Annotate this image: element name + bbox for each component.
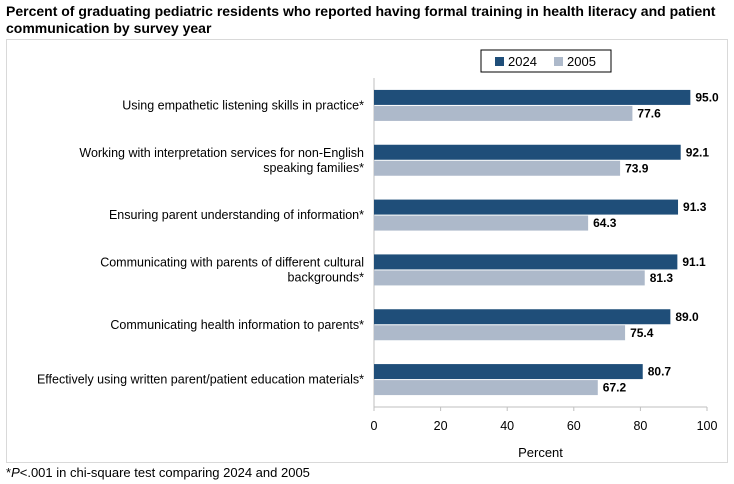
value-label-2024: 91.1 <box>682 255 706 269</box>
footnote-star: * <box>6 465 12 480</box>
category-label: Effectively using written parent/patient… <box>37 373 364 387</box>
bar-2024 <box>374 144 681 160</box>
bar-2005 <box>374 215 589 231</box>
category-label: Ensuring parent understanding of informa… <box>109 208 364 222</box>
value-label-2024: 92.1 <box>686 145 710 159</box>
x-tick-label: 40 <box>500 419 514 433</box>
x-tick-label: 100 <box>697 419 718 433</box>
footnote-text: <.001 in chi-square test comparing 2024 … <box>19 465 310 480</box>
value-label-2024: 80.7 <box>648 365 672 379</box>
value-label-2024: 95.0 <box>695 90 719 104</box>
bar-2024 <box>374 309 671 325</box>
value-label-2005: 73.9 <box>625 161 649 175</box>
category-label: Using empathetic listening skills in pra… <box>122 98 364 112</box>
value-label-2005: 75.4 <box>630 326 654 340</box>
category-label: speaking families* <box>263 161 364 175</box>
legend-label-2024: 2024 <box>508 54 537 69</box>
bar-2005 <box>374 325 626 341</box>
value-label-2005: 67.2 <box>603 381 627 395</box>
bar-2024 <box>374 89 691 105</box>
x-tick-label: 20 <box>434 419 448 433</box>
category-label: Working with interpretation services for… <box>79 146 364 160</box>
value-label-2024: 91.3 <box>683 200 707 214</box>
x-tick-label: 60 <box>567 419 581 433</box>
legend-label-2005: 2005 <box>567 54 596 69</box>
footnote-p: P <box>11 465 20 480</box>
x-tick-label: 0 <box>371 419 378 433</box>
bar-2005 <box>374 105 633 121</box>
bar-2005 <box>374 270 645 286</box>
value-label-2005: 64.3 <box>593 216 617 230</box>
chart-frame <box>6 39 728 463</box>
x-tick-label: 80 <box>633 419 647 433</box>
chart-title: Percent of graduating pediatric resident… <box>6 3 716 36</box>
bar-2024 <box>374 254 678 270</box>
bar-2005 <box>374 160 621 176</box>
value-label-2024: 89.0 <box>675 310 699 324</box>
legend-swatch-2024 <box>495 57 504 66</box>
bar-2005 <box>374 380 598 396</box>
legend-box <box>480 49 612 73</box>
category-label: Communicating with parents of different … <box>100 255 364 269</box>
category-label: backgrounds* <box>288 270 365 284</box>
value-label-2005: 77.6 <box>637 106 661 120</box>
category-label: Communicating health information to pare… <box>110 318 364 332</box>
footnote: *P<.001 in chi-square test comparing 202… <box>6 465 310 481</box>
bar-2024 <box>374 199 679 215</box>
value-label-2005: 81.3 <box>650 271 674 285</box>
x-axis-label: Percent <box>518 445 563 460</box>
legend-swatch-2005 <box>554 57 563 66</box>
bar-2024 <box>374 364 643 380</box>
